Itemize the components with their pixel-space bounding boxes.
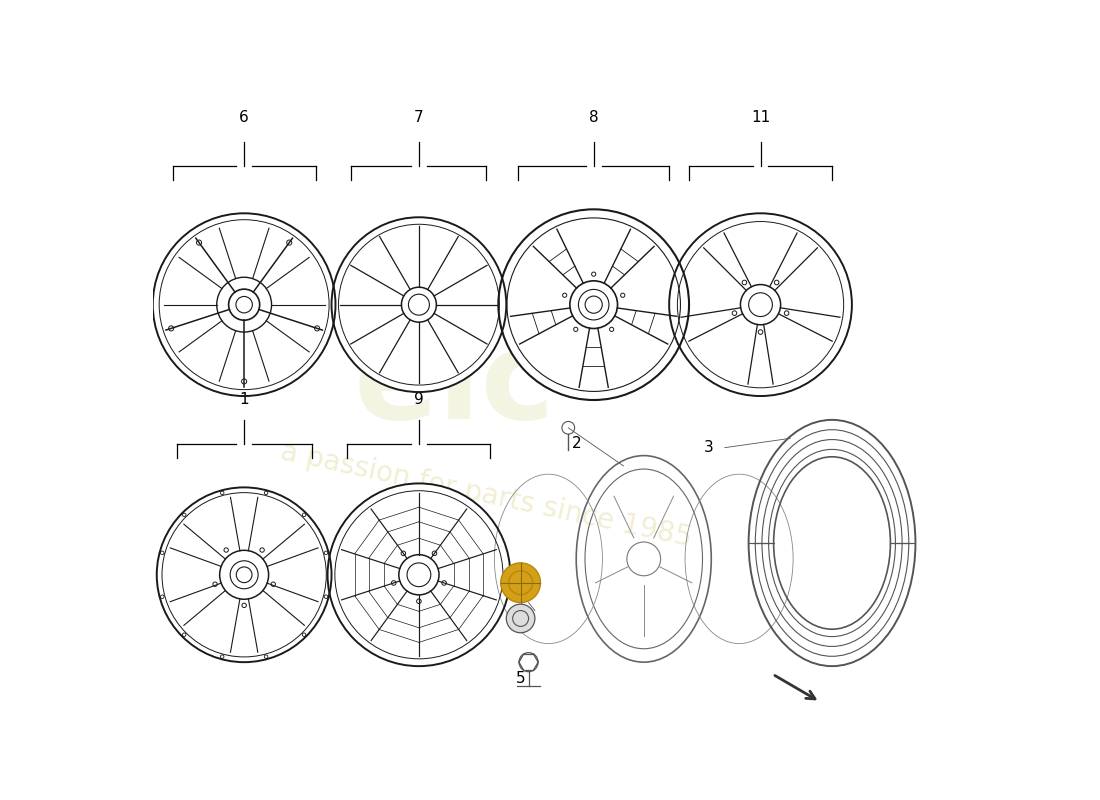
Circle shape: [157, 487, 331, 662]
Circle shape: [498, 210, 689, 400]
Circle shape: [506, 604, 535, 633]
Circle shape: [153, 214, 336, 396]
Text: 5: 5: [516, 670, 526, 686]
Text: elc: elc: [354, 324, 556, 445]
Text: 6: 6: [240, 110, 249, 126]
Text: 7: 7: [414, 110, 424, 126]
Text: 8: 8: [588, 110, 598, 126]
Circle shape: [331, 218, 506, 392]
Circle shape: [500, 563, 540, 602]
Text: 3: 3: [704, 440, 714, 455]
Text: 9: 9: [414, 393, 424, 407]
Text: 2: 2: [571, 436, 581, 451]
Text: 1: 1: [240, 393, 249, 407]
Text: 11: 11: [751, 110, 770, 126]
Text: 10: 10: [512, 611, 530, 626]
Text: 4: 4: [516, 575, 526, 590]
Circle shape: [328, 483, 510, 666]
Text: a passion for parts since 1985: a passion for parts since 1985: [278, 438, 694, 553]
Circle shape: [669, 214, 851, 396]
